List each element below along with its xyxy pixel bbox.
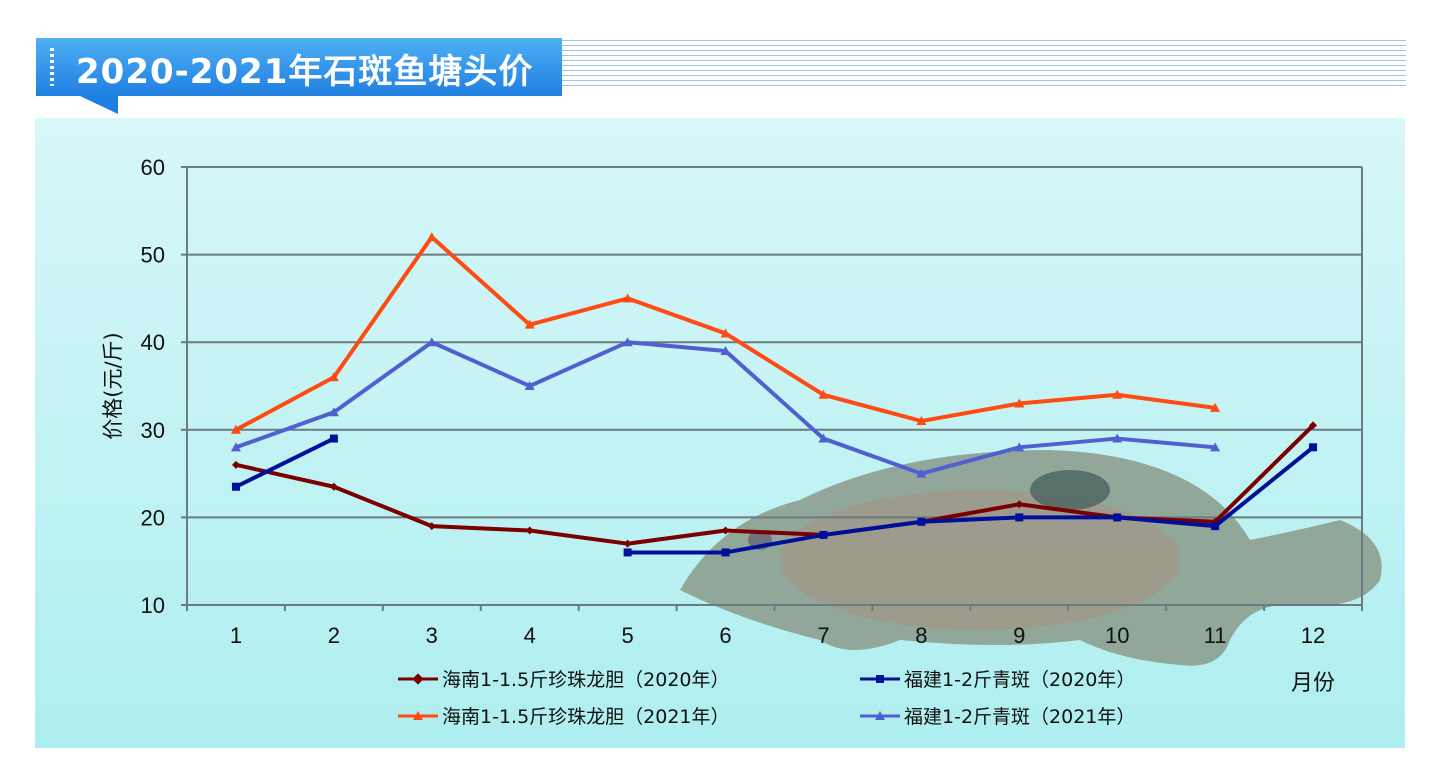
series-line-1 [627, 445, 1315, 555]
data-point [328, 372, 339, 382]
y-tick-label: 40 [141, 330, 165, 355]
page-title: 2020-2021年石斑鱼塘头价 [76, 52, 534, 92]
data-point [230, 442, 241, 452]
legend-item-hainan-2020: 海南1-1.5斤珍珠龙胆（2020年） [398, 665, 730, 692]
legend-item-fujian-2020: 福建1-2斤青斑（2020年） [860, 665, 1135, 692]
x-tick-label: 6 [719, 623, 731, 648]
x-tick-label: 10 [1105, 623, 1129, 648]
data-point [231, 482, 240, 491]
legend-swatch [860, 674, 900, 683]
legend-item-hainan-2021: 海南1-1.5斤珍珠龙胆（2021年） [398, 702, 730, 729]
title-banner [36, 38, 562, 96]
data-point [1210, 442, 1221, 452]
data-point [917, 517, 926, 526]
y-axis-label: 价格(元/斤) [101, 332, 125, 439]
x-tick-label: 2 [328, 623, 340, 648]
banner-tail [80, 96, 118, 114]
data-point [1309, 443, 1318, 452]
data-point [1211, 522, 1220, 531]
data-point [1309, 421, 1318, 430]
data-point [426, 337, 437, 347]
decorative-stripes [560, 40, 1406, 90]
x-tick-label: 1 [230, 623, 242, 648]
data-point [819, 530, 828, 539]
legend-label: 福建1-2斤青斑（2021年） [904, 706, 1136, 728]
data-point [1113, 513, 1122, 522]
y-tick-label: 30 [141, 418, 165, 443]
legend-label: 福建1-2斤青斑（2020年） [904, 669, 1136, 691]
data-point [721, 548, 730, 557]
legend-label: 海南1-1.5斤珍珠龙胆（2021年） [442, 706, 730, 728]
legend-label: 海南1-1.5斤珍珠龙胆（2020年） [442, 669, 730, 691]
data-point [524, 381, 535, 390]
data-point [623, 539, 632, 548]
x-tick-label: 11 [1204, 623, 1227, 648]
data-point [622, 337, 633, 347]
legend-item-fujian-2021: 福建1-2斤青斑（2021年） [860, 702, 1135, 729]
data-point [720, 345, 731, 355]
y-tick-label: 20 [141, 505, 165, 530]
x-tick-label: 7 [817, 623, 829, 648]
data-point [721, 526, 730, 535]
x-tick-label: 5 [622, 623, 634, 648]
data-point [230, 424, 241, 434]
data-point [916, 468, 927, 478]
x-tick-label: 4 [524, 623, 536, 648]
data-point [427, 522, 436, 531]
data-point [818, 433, 829, 443]
data-point [1014, 398, 1025, 408]
x-tick-label: 12 [1301, 623, 1325, 648]
legend-swatch [398, 672, 438, 685]
data-point [426, 232, 437, 242]
data-point [1112, 389, 1123, 399]
y-tick-label: 60 [141, 155, 165, 180]
data-point [524, 319, 535, 329]
data-point [720, 328, 731, 338]
series-line-1 [235, 436, 335, 489]
y-tick-label: 10 [141, 593, 165, 618]
data-point [818, 389, 829, 399]
banner-dots [50, 48, 54, 86]
data-point [1014, 442, 1025, 452]
data-point [916, 416, 927, 426]
data-point [1015, 500, 1024, 509]
grouper-fish-image [680, 450, 1382, 666]
data-point [1210, 402, 1221, 412]
data-point [328, 407, 339, 417]
x-tick-label: 3 [426, 623, 438, 648]
data-point [622, 293, 633, 303]
data-point [525, 526, 534, 535]
data-point [329, 482, 338, 491]
x-tick-label: 9 [1013, 623, 1025, 648]
data-point [329, 434, 338, 443]
data-point [1015, 513, 1024, 522]
y-tick-label: 50 [141, 243, 165, 268]
x-tick-label: 8 [915, 623, 927, 648]
data-point [623, 548, 632, 557]
x-axis-label: 月份 [1291, 671, 1335, 696]
legend-swatch [398, 710, 438, 720]
legend-swatch [860, 710, 900, 720]
data-point [231, 460, 240, 469]
data-point [1112, 433, 1123, 443]
